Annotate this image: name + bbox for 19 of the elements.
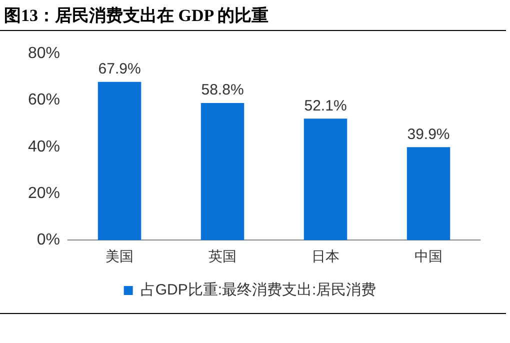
y-tick-label: 60% xyxy=(28,92,60,109)
legend-label: 占GDP比重:最终消费支出:居民消费 xyxy=(140,282,376,299)
data-label: 58.8% xyxy=(201,82,244,99)
y-tick-label: 20% xyxy=(28,184,60,202)
chart-title: 图13：居民消费支出在 GDP 的比重 xyxy=(4,5,268,27)
x-tick-label: 英国 xyxy=(208,249,237,266)
y-tick-label: 40% xyxy=(28,138,60,156)
bar xyxy=(98,82,142,240)
x-tick-label: 中国 xyxy=(414,249,443,266)
bar xyxy=(406,147,450,240)
data-label: 39.9% xyxy=(407,126,450,143)
y-tick-label: 80% xyxy=(28,45,60,62)
x-tick-label: 日本 xyxy=(312,249,340,266)
bar xyxy=(304,118,348,240)
bar xyxy=(200,103,244,240)
x-tick-label: 美国 xyxy=(106,249,134,266)
y-tick-label: 0% xyxy=(36,232,60,249)
data-label: 52.1% xyxy=(304,97,347,114)
data-label: 67.9% xyxy=(98,60,141,78)
